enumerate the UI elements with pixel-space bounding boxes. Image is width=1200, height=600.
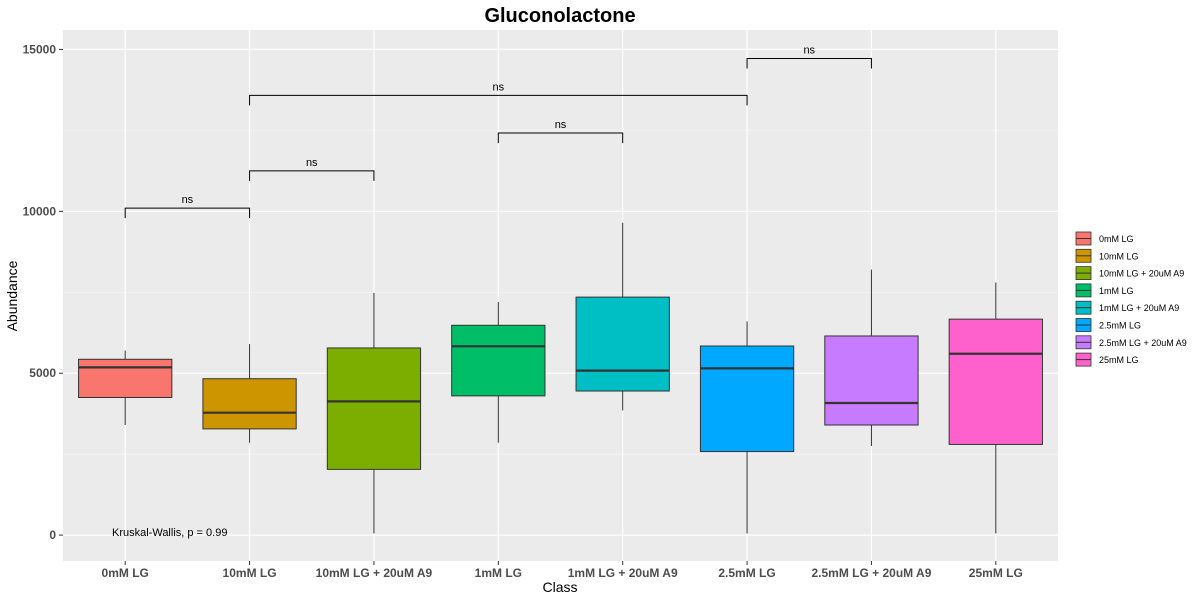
y-tick-label: 10000 xyxy=(23,204,57,218)
legend: 0mM LG 10mM LG 10mM LG + 20uM A9 1mM LG 1mM … xyxy=(1075,231,1187,367)
box-10mm-lg-20um-a9 xyxy=(326,292,422,534)
bracket-line xyxy=(746,57,872,69)
legend-label: 0mM LG xyxy=(1099,234,1134,244)
box-2-5mm-lg-20um-a9 xyxy=(824,269,919,447)
legend-label: 1mM LG + 20uM A9 xyxy=(1099,303,1179,313)
iqr-box xyxy=(699,345,795,453)
box-2-5mm-lg xyxy=(699,321,795,534)
x-tick-label: 2.5mM LG + 20uM A9 xyxy=(811,566,931,580)
bracket-line xyxy=(249,94,748,106)
box-1mm-lg-20um-a9 xyxy=(575,222,670,411)
legend-label: 10mM LG + 20uM A9 xyxy=(1099,269,1184,279)
box-1mm-lg xyxy=(451,301,546,443)
box-10mm-lg xyxy=(202,344,297,443)
box-25mm-lg xyxy=(948,282,1043,534)
iqr-box xyxy=(78,358,173,398)
legend-item: 10mM LG xyxy=(1075,248,1139,263)
kruskal-wallis-annotation: Kruskal-Wallis, p = 0.99 xyxy=(112,527,227,539)
iqr-box xyxy=(451,324,546,397)
box-layer xyxy=(78,222,1043,534)
iqr-box xyxy=(824,335,919,426)
x-tick-label: 10mM LG xyxy=(223,566,277,580)
comparison-bracket: ns xyxy=(497,119,624,143)
x-tick-label: 1mM LG + 20uM A9 xyxy=(568,566,678,580)
iqr-box xyxy=(202,378,297,430)
significance-label: ns xyxy=(182,194,194,206)
legend-item: 0mM LG xyxy=(1075,231,1134,246)
axes: 0 5000 10000 15000 0mM LG 10mM LG 10mM LG + 20… xyxy=(23,42,1023,580)
y-tick-label: 15000 xyxy=(23,42,57,56)
x-tick-label: 1mM LG xyxy=(475,566,522,580)
comparison-bracket: ns xyxy=(249,81,748,106)
y-axis-label: Abundance xyxy=(4,260,20,331)
x-axis-label: Class xyxy=(542,579,577,595)
legend-label: 2.5mM LG xyxy=(1099,321,1141,331)
significance-label: ns xyxy=(555,119,567,131)
legend-item: 25mM LG xyxy=(1075,352,1139,367)
legend-label: 10mM LG xyxy=(1099,251,1139,261)
x-tick-label: 10mM LG + 20uM A9 xyxy=(316,566,433,580)
iqr-box xyxy=(575,296,670,392)
legend-label: 25mM LG xyxy=(1099,355,1139,365)
legend-label: 1mM LG xyxy=(1099,286,1134,296)
significance-brackets: ns ns ns ns ns xyxy=(124,44,872,219)
legend-item: 1mM LG + 20uM A9 xyxy=(1075,300,1179,315)
legend-item: 1mM LG xyxy=(1075,283,1134,298)
legend-label: 2.5mM LG + 20uM A9 xyxy=(1099,338,1187,348)
bracket-line xyxy=(497,132,624,143)
box-0mm-lg xyxy=(78,350,173,426)
x-tick-label: 2.5mM LG xyxy=(718,566,775,580)
x-tick-label: 0mM LG xyxy=(102,566,149,580)
comparison-bracket: ns xyxy=(746,44,872,69)
significance-label: ns xyxy=(803,44,815,56)
significance-label: ns xyxy=(493,81,505,93)
y-tick-label: 5000 xyxy=(29,366,56,380)
iqr-box xyxy=(948,318,1043,445)
x-tick-label: 25mM LG xyxy=(969,566,1023,580)
legend-item: 2.5mM LG xyxy=(1075,318,1141,332)
plot-panel xyxy=(63,30,1058,561)
legend-item: 10mM LG + 20uM A9 xyxy=(1075,266,1184,281)
comparison-bracket: ns xyxy=(124,194,251,219)
y-tick-label: 0 xyxy=(49,528,56,542)
bracket-line xyxy=(124,207,251,219)
iqr-box xyxy=(326,347,422,470)
legend-item: 2.5mM LG + 20uM A9 xyxy=(1075,335,1187,350)
chart-title: Gluconolactone xyxy=(484,5,635,27)
significance-label: ns xyxy=(306,157,318,169)
comparison-bracket: ns xyxy=(249,157,375,181)
bracket-line xyxy=(249,170,375,181)
